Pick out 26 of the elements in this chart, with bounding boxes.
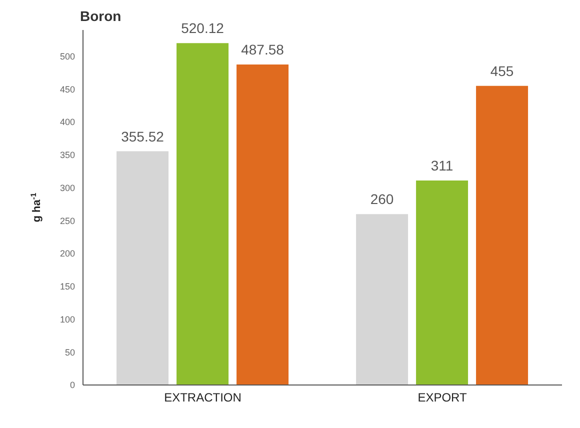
data-label: 487.58 <box>241 41 284 58</box>
data-label: 260 <box>370 191 394 208</box>
x-tick-label: EXTRACTION <box>164 390 242 405</box>
y-tick-label: 400 <box>60 117 75 128</box>
bar <box>476 86 528 385</box>
bar <box>176 43 229 385</box>
x-tick-label: EXPORT <box>418 390 468 405</box>
bar <box>356 214 408 385</box>
chart-title: Boron <box>80 8 122 24</box>
y-tick-label: 150 <box>60 282 75 292</box>
y-tick-label: 250 <box>60 216 75 226</box>
bar <box>416 180 468 385</box>
y-tick-label: 200 <box>60 248 75 259</box>
data-label: 520.12 <box>181 20 224 36</box>
y-tick-label: 300 <box>60 182 75 193</box>
y-tick-label: 100 <box>60 314 75 324</box>
data-label: 455 <box>490 62 514 79</box>
y-tick-label: 50 <box>64 347 75 358</box>
data-label: 311 <box>430 158 454 174</box>
bar <box>116 151 169 385</box>
y-tick-label: 500 <box>60 51 75 62</box>
bar <box>236 64 289 385</box>
y-tick-label: 350 <box>60 150 75 160</box>
data-label: 355.52 <box>121 128 164 144</box>
y-tick-label: 450 <box>60 84 75 94</box>
y-tick-label: 0 <box>70 380 75 390</box>
